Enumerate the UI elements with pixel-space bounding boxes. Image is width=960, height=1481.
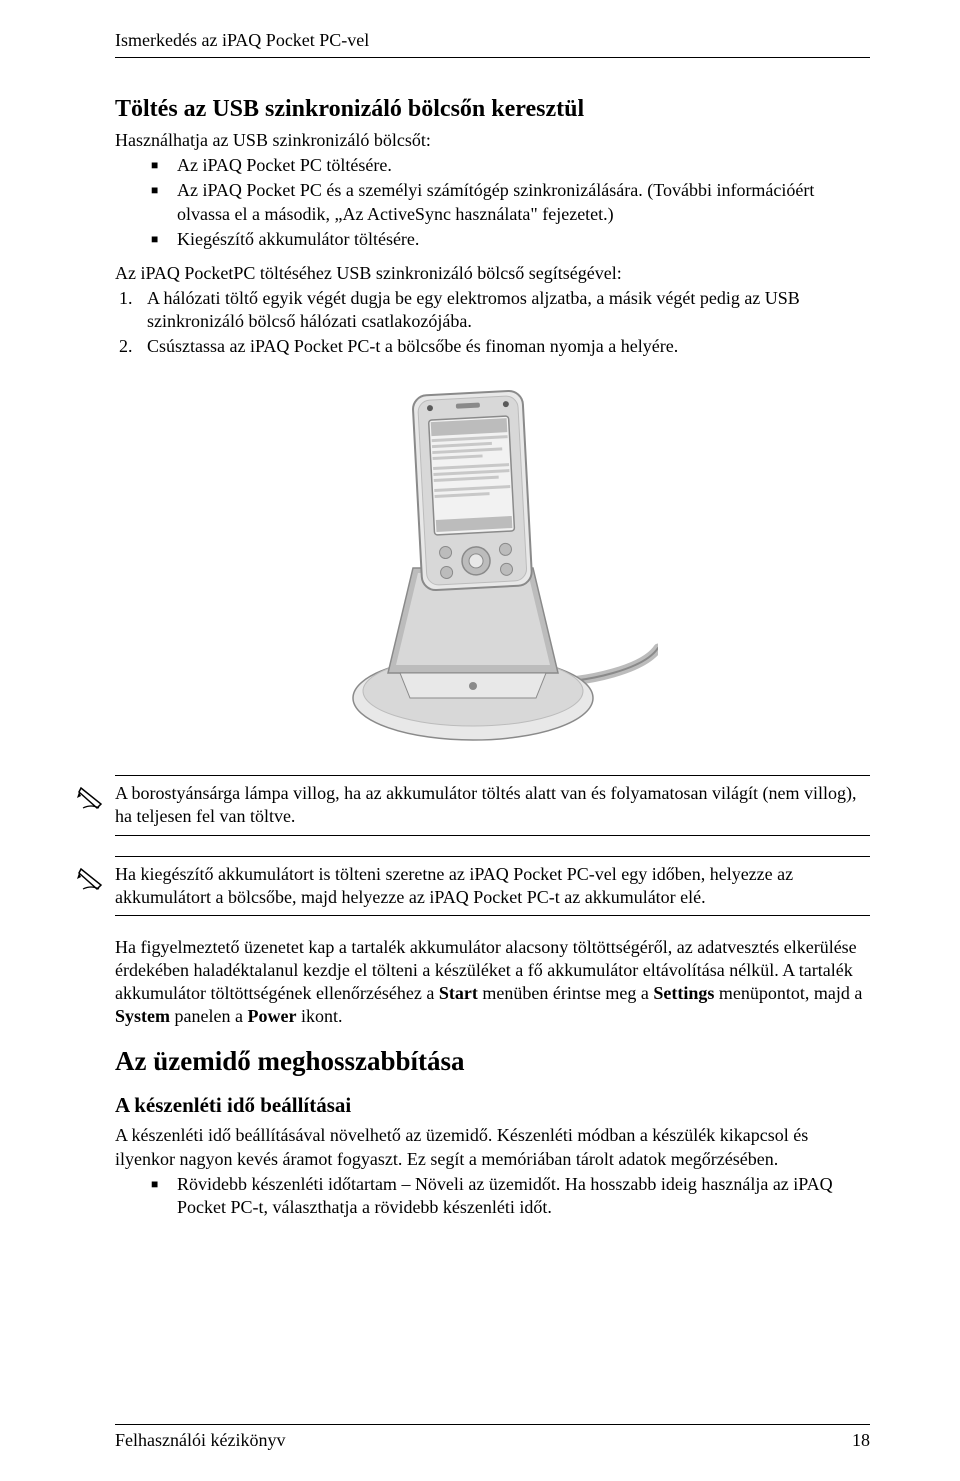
subsection-heading-standby: A készenléti idő beállításai — [115, 1093, 870, 1118]
note-text: A borostyánsárga lámpa villog, ha az akk… — [115, 782, 870, 829]
footer-page-number: 18 — [852, 1430, 870, 1451]
settings-bold: Settings — [653, 983, 714, 1003]
text-run: menüpontot, majd a — [714, 983, 862, 1003]
pencil-note-icon — [77, 786, 107, 810]
list-item: Csúsztassa az iPAQ Pocket PC-t a bölcsőb… — [137, 335, 870, 358]
intro-text: Használhatja az USB szinkronizáló bölcső… — [115, 129, 870, 152]
power-bold: Power — [247, 1006, 296, 1026]
usage-bullet-list: Az iPAQ Pocket PC töltésére. Az iPAQ Poc… — [115, 154, 870, 252]
text-run: ikont. — [296, 1006, 342, 1026]
warning-paragraph: Ha figyelmeztető üzenetet kap a tartalék… — [115, 936, 870, 1028]
note-amber-light: A borostyánsárga lámpa villog, ha az akk… — [115, 775, 870, 836]
list-item: Az iPAQ Pocket PC töltésére. — [151, 154, 870, 177]
section-heading-uptime: Az üzemidő meghosszabbítása — [115, 1046, 870, 1077]
list-item: Az iPAQ Pocket PC és a személyi számítóg… — [151, 179, 870, 226]
note-text: Ha kiegészítő akkumulátort is tölteni sz… — [115, 863, 870, 910]
standby-paragraph: A készenléti idő beállításával növelhető… — [115, 1124, 870, 1170]
start-bold: Start — [439, 983, 478, 1003]
section-title: Töltés az USB szinkronizáló bölcsőn kere… — [115, 96, 870, 123]
note-extra-battery: Ha kiegészítő akkumulátort is tölteni sz… — [115, 856, 870, 917]
running-header: Ismerkedés az iPAQ Pocket PC-vel — [115, 30, 870, 58]
text-run: menüben érintse meg a — [478, 983, 653, 1003]
steps-list: A hálózati töltő egyik végét dugja be eg… — [115, 287, 870, 359]
text-run: panelen a — [170, 1006, 247, 1026]
footer-title: Felhasználói kézikönyv — [115, 1430, 285, 1451]
page-footer: Felhasználói kézikönyv 18 — [115, 1424, 870, 1451]
cradle-device-image — [115, 373, 870, 753]
cradle-illustration-svg — [328, 373, 658, 753]
list-item: Rövidebb készenléti időtartam – Növeli a… — [151, 1173, 870, 1220]
system-bold: System — [115, 1006, 170, 1026]
standby-bullet-list: Rövidebb készenléti időtartam – Növeli a… — [115, 1173, 870, 1220]
steps-intro: Az iPAQ PocketPC töltéséhez USB szinkron… — [115, 262, 870, 285]
list-item: A hálózati töltő egyik végét dugja be eg… — [137, 287, 870, 334]
list-item: Kiegészítő akkumulátor töltésére. — [151, 228, 870, 251]
pencil-note-icon — [77, 867, 107, 891]
